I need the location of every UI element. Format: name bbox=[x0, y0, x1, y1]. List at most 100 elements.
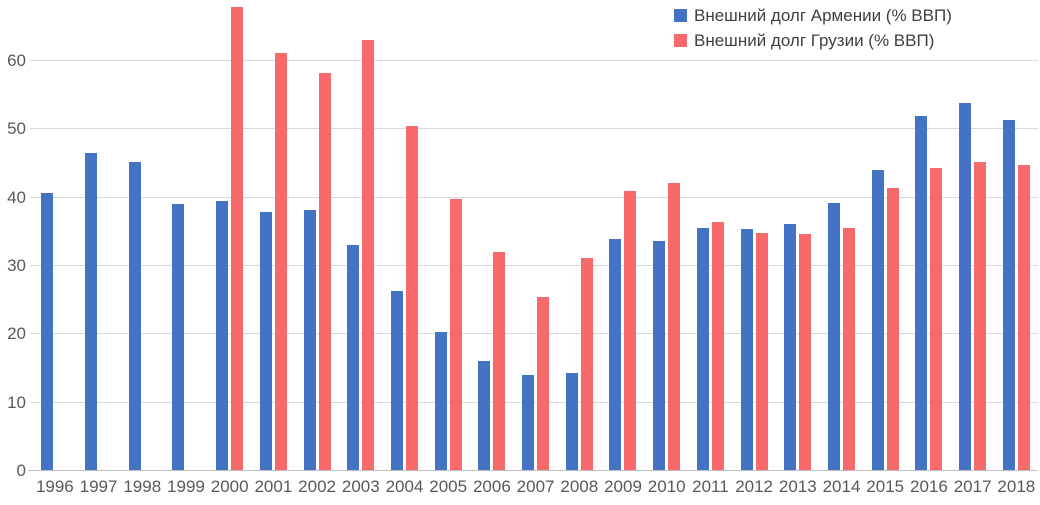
x-tick-label-2018: 2018 bbox=[997, 477, 1036, 496]
bar-georgia-2012 bbox=[755, 233, 768, 471]
bar-georgia-2014 bbox=[843, 228, 855, 471]
x-axis: 1996 1997 1998 1999 2000 2001 2002 2003 2004 2005… bbox=[33, 477, 1038, 497]
bar-georgia-2017 bbox=[974, 162, 987, 471]
bar-georgia-2013 bbox=[799, 233, 812, 471]
x-tick-label-2013: 2013 bbox=[778, 477, 817, 496]
bar-armenia-1998 bbox=[128, 162, 141, 471]
category-1998 bbox=[120, 0, 164, 471]
category-2009 bbox=[601, 0, 645, 471]
category-1996 bbox=[33, 0, 77, 471]
legend-label-georgia: Внешний долг Грузии (% ВВП) bbox=[694, 30, 935, 50]
bar-armenia-2003 bbox=[347, 245, 360, 471]
category-2012 bbox=[732, 0, 776, 471]
bar-armenia-2005 bbox=[434, 332, 447, 471]
x-tick-label-2000: 2000 bbox=[210, 477, 249, 496]
category-2001 bbox=[252, 0, 296, 471]
bar-armenia-2010 bbox=[653, 240, 666, 471]
bar-armenia-2013 bbox=[784, 224, 797, 471]
bars-layer bbox=[33, 0, 1038, 471]
bar-armenia-2014 bbox=[828, 203, 840, 471]
bar-georgia-2010 bbox=[668, 183, 681, 471]
x-tick-label-2015: 2015 bbox=[866, 477, 905, 496]
bar-georgia-2003 bbox=[362, 39, 375, 471]
category-2007 bbox=[514, 0, 558, 471]
category-2004 bbox=[383, 0, 427, 471]
legend-item-georgia: Внешний долг Грузии (% ВВП) bbox=[674, 28, 952, 53]
bar-armenia-1999 bbox=[172, 203, 185, 471]
bar-georgia-2018 bbox=[1017, 164, 1030, 471]
armenia-series-swatch bbox=[674, 9, 687, 22]
bar-armenia-2007 bbox=[522, 375, 535, 471]
x-axis-line bbox=[28, 470, 1038, 471]
category-2018 bbox=[994, 0, 1038, 471]
georgia-series-swatch bbox=[674, 34, 687, 47]
x-tick-label-2011: 2011 bbox=[692, 477, 729, 496]
x-tick-label-2009: 2009 bbox=[604, 477, 642, 496]
bar-armenia-2018 bbox=[1002, 119, 1015, 471]
bar-georgia-2002 bbox=[318, 73, 331, 471]
x-tick-label-1996: 1996 bbox=[35, 477, 74, 496]
x-tick-label-2008: 2008 bbox=[560, 477, 599, 496]
gridline-20 bbox=[30, 333, 1038, 335]
x-tick-label-2003: 2003 bbox=[341, 477, 380, 496]
legend: Внешний долг Армении (% ВВП) Внешний дол… bbox=[674, 3, 952, 53]
bar-armenia-2000 bbox=[216, 200, 229, 471]
plot-area bbox=[28, 0, 1038, 471]
category-2005 bbox=[426, 0, 470, 471]
gridline-50 bbox=[30, 128, 1038, 130]
category-2006 bbox=[470, 0, 514, 471]
category-2000 bbox=[208, 0, 252, 471]
y-tick-label-40: 40 bbox=[7, 187, 26, 207]
y-axis: 0 10 20 30 40 50 60 bbox=[0, 0, 26, 480]
bar-armenia-2009 bbox=[609, 238, 622, 471]
x-tick-label-2006: 2006 bbox=[472, 477, 511, 496]
x-tick-label-1998: 1998 bbox=[123, 477, 162, 496]
bar-armenia-2002 bbox=[303, 209, 316, 471]
bar-armenia-1997 bbox=[85, 153, 98, 471]
category-2003 bbox=[339, 0, 383, 471]
category-2013 bbox=[776, 0, 820, 471]
bar-georgia-2011 bbox=[711, 221, 724, 471]
x-tick-label-2017: 2017 bbox=[953, 477, 992, 496]
y-tick-label-20: 20 bbox=[7, 324, 26, 344]
x-tick-label-1997: 1997 bbox=[79, 477, 118, 496]
bar-armenia-2012 bbox=[740, 229, 753, 471]
y-tick-label-10: 10 bbox=[7, 392, 26, 412]
legend-label-armenia: Внешний долг Армении (% ВВП) bbox=[694, 5, 952, 25]
category-2011 bbox=[689, 0, 733, 471]
x-tick-label-2016: 2016 bbox=[910, 477, 948, 496]
bar-georgia-2007 bbox=[537, 297, 550, 471]
category-2008 bbox=[557, 0, 601, 471]
category-1999 bbox=[164, 0, 208, 471]
bar-georgia-2006 bbox=[493, 252, 506, 471]
y-tick-label-0: 0 bbox=[16, 461, 26, 480]
gridline-60 bbox=[30, 59, 1038, 61]
x-tick-label-2007: 2007 bbox=[516, 477, 555, 496]
bar-georgia-2000 bbox=[231, 6, 244, 471]
bar-georgia-2016 bbox=[930, 168, 943, 471]
legend-item-armenia: Внешний долг Армении (% ВВП) bbox=[674, 3, 952, 28]
bar-georgia-2008 bbox=[580, 258, 593, 471]
y-tick-label-50: 50 bbox=[7, 119, 26, 139]
bar-armenia-1996 bbox=[41, 192, 54, 471]
bar-armenia-2001 bbox=[259, 211, 272, 471]
x-tick-label-2012: 2012 bbox=[735, 477, 774, 496]
bar-armenia-2017 bbox=[959, 103, 972, 471]
bar-georgia-2004 bbox=[405, 125, 418, 471]
gridline-30 bbox=[30, 264, 1038, 266]
bar-georgia-2001 bbox=[274, 52, 287, 471]
category-2016 bbox=[907, 0, 951, 471]
x-tick-label-2014: 2014 bbox=[822, 477, 861, 496]
bar-armenia-2011 bbox=[696, 227, 709, 471]
bar-armenia-2015 bbox=[871, 169, 884, 471]
x-tick-label-2004: 2004 bbox=[385, 477, 424, 496]
category-2002 bbox=[295, 0, 339, 471]
bar-armenia-2016 bbox=[915, 115, 928, 471]
bar-georgia-2009 bbox=[624, 190, 637, 471]
category-2017 bbox=[951, 0, 995, 471]
category-2014 bbox=[820, 0, 864, 471]
category-2010 bbox=[645, 0, 689, 471]
bar-georgia-2015 bbox=[886, 188, 899, 471]
bar-georgia-2005 bbox=[449, 198, 462, 471]
